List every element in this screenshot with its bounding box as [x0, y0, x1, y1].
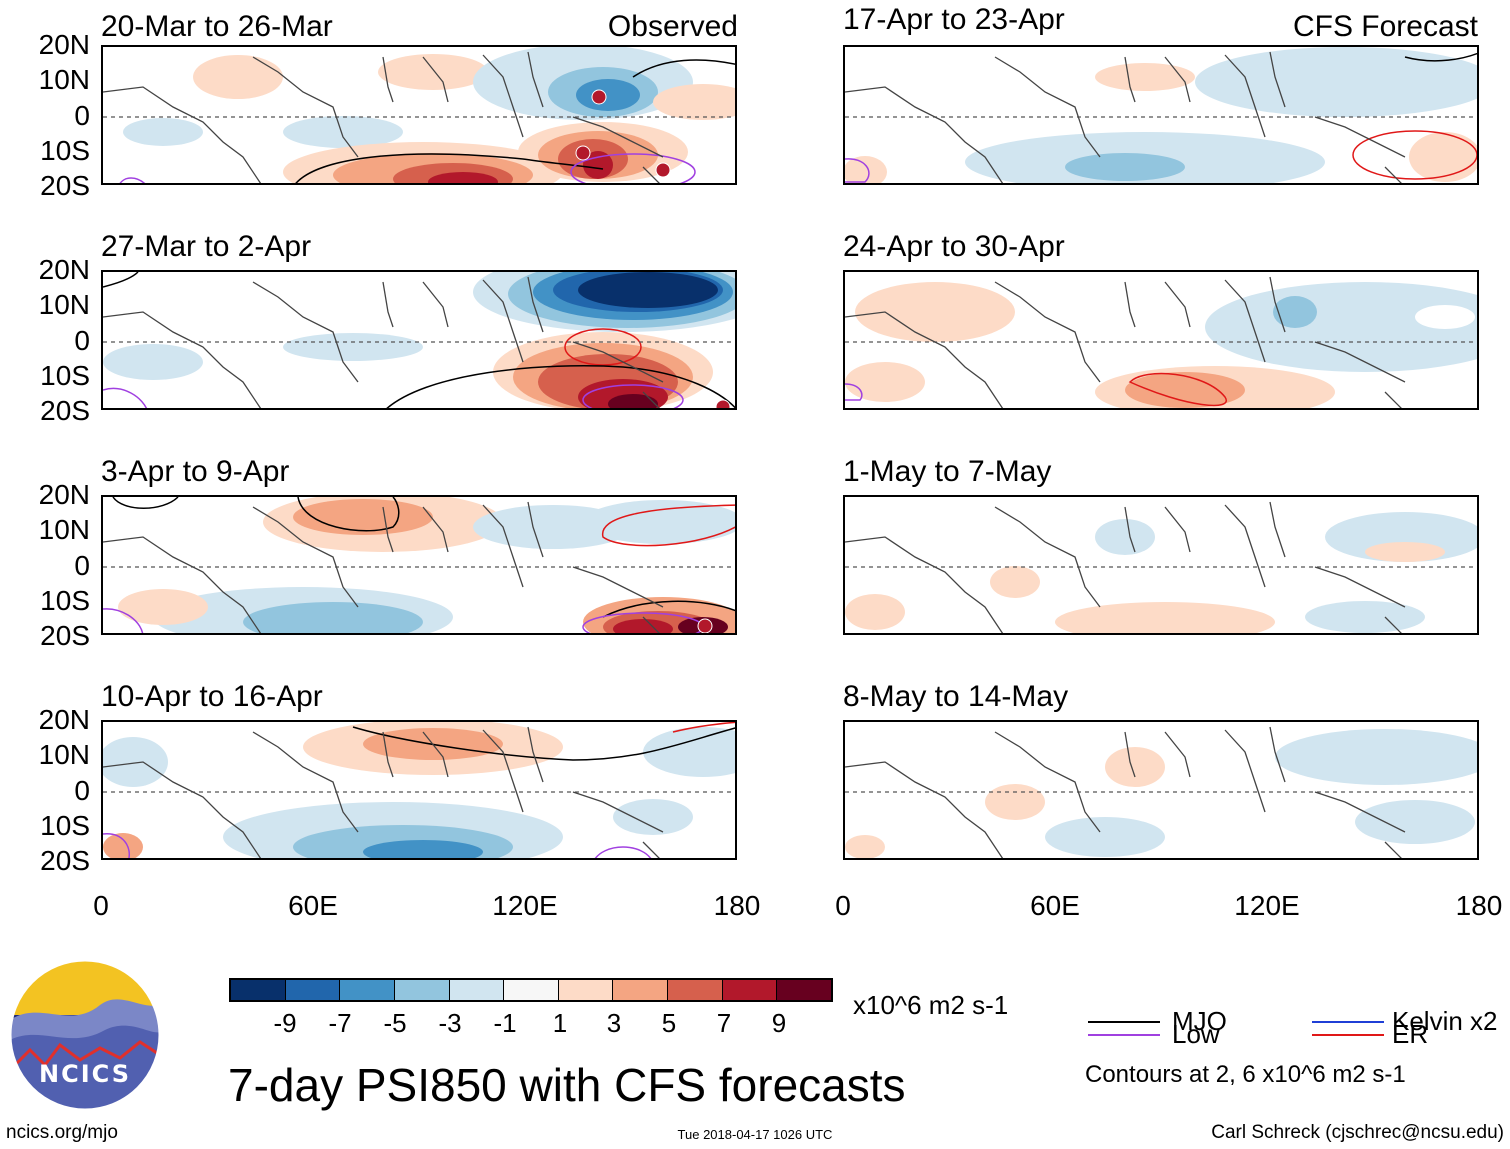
colorbar [229, 978, 833, 1002]
footer-author: Carl Schreck (cjschrec@ncsu.edu) [1211, 1122, 1504, 1143]
colorbar-swatch [668, 980, 723, 1000]
logo-text: NCICS [39, 1060, 131, 1088]
main-title: 7-day PSI850 with CFS forecasts [228, 1059, 906, 1111]
lat-label: 20S [40, 170, 90, 201]
lat-label: 0 [74, 325, 90, 356]
lat-label: 20N [38, 254, 90, 285]
colorbar-swatch [777, 980, 832, 1000]
colorbar-swatch [613, 980, 669, 1000]
colorbar-swatch [340, 980, 395, 1000]
colorbar-swatch [558, 980, 614, 1000]
colorbar-label: 1 [552, 1008, 568, 1038]
lon-label: 180 [713, 890, 761, 921]
lat-label: 20N [38, 29, 90, 60]
lat-label: 20S [40, 845, 90, 876]
lat-label: 10N [38, 289, 90, 320]
lon-label: 0 [835, 890, 851, 921]
lat-label: 10S [40, 135, 90, 166]
lat-label: 20N [38, 704, 90, 735]
colorbar-swatch [285, 980, 341, 1000]
footer-url[interactable]: ncics.org/mjo [6, 1122, 118, 1143]
legend-label-kelvin: Kelvin x2 [1392, 1006, 1498, 1036]
lon-label: 0 [93, 890, 109, 921]
map-panel [843, 45, 1479, 185]
colorbar-label: 3 [606, 1008, 622, 1038]
panel-title: 27-Mar to 2-Apr [101, 230, 312, 263]
legend-label-low: Low [1172, 1019, 1220, 1049]
lat-label: 10N [38, 514, 90, 545]
legend-label-mjo: MJO [1172, 1006, 1227, 1036]
colorbar-swatch [504, 980, 559, 1000]
colorbar-swatch [722, 980, 778, 1000]
map-panel [101, 270, 737, 410]
contours-note: Contours at 2, 6 x10^6 m2 s-1 [1085, 1061, 1406, 1088]
colorbar-swatch [394, 980, 450, 1000]
map-panel [843, 270, 1479, 410]
legend-label-er: ER [1392, 1019, 1429, 1049]
panel-title: 3-Apr to 9-Apr [101, 455, 290, 488]
lat-label: 0 [74, 100, 90, 131]
colorbar-units: x10^6 m2 s-1 [853, 990, 1009, 1020]
lon-label: 180 [1455, 890, 1503, 921]
lat-label: 0 [74, 550, 90, 581]
lon-label: 60E [1030, 890, 1080, 921]
panel-title: 1-May to 7-May [843, 455, 1052, 488]
lat-label: 10S [40, 810, 90, 841]
panel-title: 8-May to 14-May [843, 680, 1069, 713]
lat-label: 20S [40, 620, 90, 651]
lon-label: 120E [492, 890, 558, 921]
map-panel [101, 495, 737, 635]
colorbar-label: 5 [661, 1008, 677, 1038]
panel-title: 20-Mar to 26-Mar [101, 10, 333, 43]
legend-line-low [1088, 1034, 1160, 1036]
lat-label: 10S [40, 585, 90, 616]
map-panel [843, 720, 1479, 860]
colorbar-label: -3 [438, 1008, 462, 1038]
colorbar-label: 7 [716, 1008, 732, 1038]
lon-label: 60E [288, 890, 338, 921]
footer-timestamp: Tue 2018-04-17 1026 UTC [677, 1127, 833, 1142]
legend-line-er [1312, 1034, 1384, 1036]
map-panel [101, 720, 737, 860]
ncics-logo: NCICS [10, 960, 160, 1110]
colorbar-label: -1 [493, 1008, 517, 1038]
colorbar-swatch [449, 980, 505, 1000]
lat-label: 10S [40, 360, 90, 391]
colorbar-label: -7 [328, 1008, 352, 1038]
lat-label: 20S [40, 395, 90, 426]
lat-label: 10N [38, 64, 90, 95]
map-panel [843, 495, 1479, 635]
lat-label: 0 [74, 775, 90, 806]
legend-line-mjo [1088, 1021, 1160, 1023]
legend-line-kelvin [1312, 1021, 1384, 1023]
map-panel [101, 45, 737, 185]
panel-title: 10-Apr to 16-Apr [101, 680, 323, 713]
colorbar-swatch [231, 980, 286, 1000]
panel-title: 17-Apr to 23-Apr [843, 3, 1065, 36]
colorbar-label: -5 [383, 1008, 407, 1038]
panel-title: 24-Apr to 30-Apr [843, 230, 1065, 263]
lat-label: 20N [38, 479, 90, 510]
colorbar-label: 9 [771, 1008, 787, 1038]
colorbar-label: -9 [273, 1008, 297, 1038]
lon-label: 120E [1234, 890, 1300, 921]
forecast-label: CFS Forecast [1292, 10, 1478, 43]
lat-label: 10N [38, 739, 90, 770]
observed-label: Observed [607, 10, 738, 43]
